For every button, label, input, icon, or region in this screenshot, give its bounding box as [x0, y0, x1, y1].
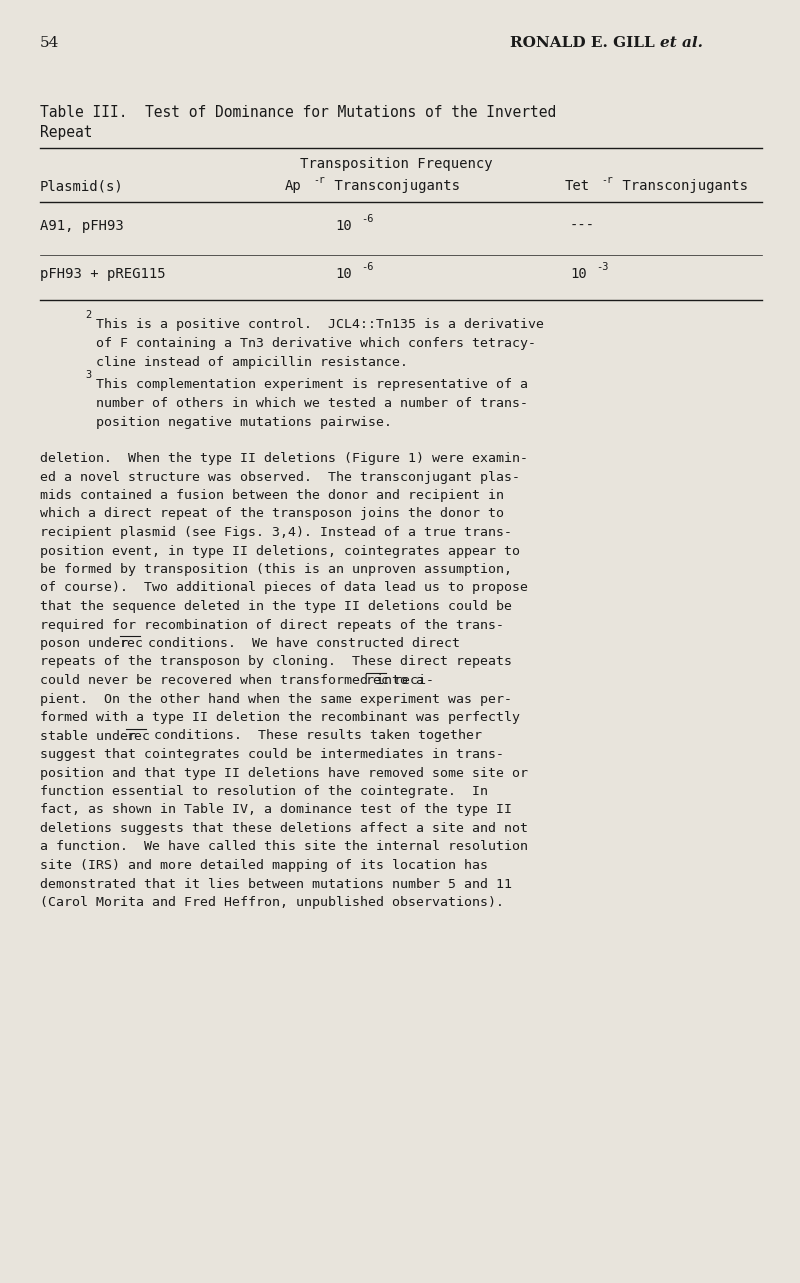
Text: which a direct repeat of the transposon joins the donor to: which a direct repeat of the transposon … — [40, 508, 504, 521]
Text: 54: 54 — [40, 36, 59, 50]
Text: Plasmid(s): Plasmid(s) — [40, 180, 124, 192]
Text: site (IRS) and more detailed mapping of its location has: site (IRS) and more detailed mapping of … — [40, 860, 488, 872]
Text: pient.  On the other hand when the same experiment was per-: pient. On the other hand when the same e… — [40, 693, 512, 706]
Text: recipient plasmid (see Figs. 3,4). Instead of a true trans-: recipient plasmid (see Figs. 3,4). Inste… — [40, 526, 512, 539]
Text: RONALD E. GILL: RONALD E. GILL — [510, 36, 660, 50]
Text: Ap: Ap — [285, 180, 302, 192]
Text: conditions.  These results taken together: conditions. These results taken together — [146, 730, 482, 743]
Text: a function.  We have called this site the internal resolution: a function. We have called this site the… — [40, 840, 528, 853]
Text: Transconjugants: Transconjugants — [614, 180, 748, 192]
Text: 10: 10 — [335, 219, 352, 234]
Text: of course).  Two additional pieces of data lead us to propose: of course). Two additional pieces of dat… — [40, 581, 528, 594]
Text: demonstrated that it lies between mutations number 5 and 11: demonstrated that it lies between mutati… — [40, 878, 512, 890]
Text: -r: -r — [601, 174, 613, 185]
Text: Transposition Frequency: Transposition Frequency — [300, 157, 493, 171]
Text: of F containing a Tn3 derivative which confers tetracy-: of F containing a Tn3 derivative which c… — [96, 337, 536, 350]
Text: deletion.  When the type II deletions (Figure 1) were examin-: deletion. When the type II deletions (Fi… — [40, 452, 528, 464]
Text: function essential to resolution of the cointegrate.  In: function essential to resolution of the … — [40, 785, 488, 798]
Text: Α91, pFH93: Α91, pFH93 — [40, 219, 124, 234]
Text: This is a positive control.  JCL4::Tn135 is a derivative: This is a positive control. JCL4::Tn135 … — [96, 318, 544, 331]
Text: ed a novel structure was observed.  The transconjugant plas-: ed a novel structure was observed. The t… — [40, 471, 520, 484]
Text: -6: -6 — [361, 262, 374, 272]
Text: rec: rec — [126, 730, 150, 743]
Text: -r: -r — [313, 174, 325, 185]
Text: rec: rec — [120, 636, 144, 650]
Text: (Carol Morita and Fred Heffron, unpublished observations).: (Carol Morita and Fred Heffron, unpublis… — [40, 896, 504, 908]
Text: that the sequence deleted in the type II deletions could be: that the sequence deleted in the type II… — [40, 600, 512, 613]
Text: Table III.  Test of Dominance for Mutations of the Inverted: Table III. Test of Dominance for Mutatio… — [40, 105, 556, 121]
Text: ---: --- — [570, 219, 595, 234]
Text: rec: rec — [366, 674, 390, 686]
Text: conditions.  We have constructed direct: conditions. We have constructed direct — [140, 636, 460, 650]
Text: position and that type II deletions have removed some site or: position and that type II deletions have… — [40, 766, 528, 780]
Text: mids contained a fusion between the donor and recipient in: mids contained a fusion between the dono… — [40, 489, 504, 502]
Text: could never be recovered when transformed into a: could never be recovered when transforme… — [40, 674, 432, 686]
Text: position event, in type II deletions, cointegrates appear to: position event, in type II deletions, co… — [40, 544, 520, 558]
Text: 3: 3 — [85, 370, 91, 380]
Text: -6: -6 — [361, 214, 374, 225]
Text: et al.: et al. — [660, 36, 703, 50]
Text: Repeat: Repeat — [40, 124, 93, 140]
Text: 2: 2 — [85, 310, 91, 319]
Text: be formed by transposition (this is an unproven assumption,: be formed by transposition (this is an u… — [40, 563, 512, 576]
Text: deletions suggests that these deletions affect a site and not: deletions suggests that these deletions … — [40, 822, 528, 835]
Text: reci-: reci- — [386, 674, 434, 686]
Text: Transconjugants: Transconjugants — [326, 180, 460, 192]
Text: suggest that cointegrates could be intermediates in trans-: suggest that cointegrates could be inter… — [40, 748, 504, 761]
Text: stable under: stable under — [40, 730, 144, 743]
Text: pFH93 + pREG115: pFH93 + pREG115 — [40, 267, 166, 281]
Text: Tet: Tet — [565, 180, 590, 192]
Text: cline instead of ampicillin resistance.: cline instead of ampicillin resistance. — [96, 355, 408, 370]
Text: position negative mutations pairwise.: position negative mutations pairwise. — [96, 416, 392, 429]
Text: 10: 10 — [335, 267, 352, 281]
Text: number of others in which we tested a number of trans-: number of others in which we tested a nu… — [96, 396, 528, 411]
Text: poson under: poson under — [40, 636, 136, 650]
Text: -3: -3 — [596, 262, 609, 272]
Text: 10: 10 — [570, 267, 586, 281]
Text: This complementation experiment is representative of a: This complementation experiment is repre… — [96, 378, 528, 391]
Text: repeats of the transposon by cloning.  These direct repeats: repeats of the transposon by cloning. Th… — [40, 656, 512, 668]
Text: formed with a type II deletion the recombinant was perfectly: formed with a type II deletion the recom… — [40, 711, 520, 724]
Text: fact, as shown in Table IV, a dominance test of the type II: fact, as shown in Table IV, a dominance … — [40, 803, 512, 816]
Text: required for recombination of direct repeats of the trans-: required for recombination of direct rep… — [40, 618, 504, 631]
